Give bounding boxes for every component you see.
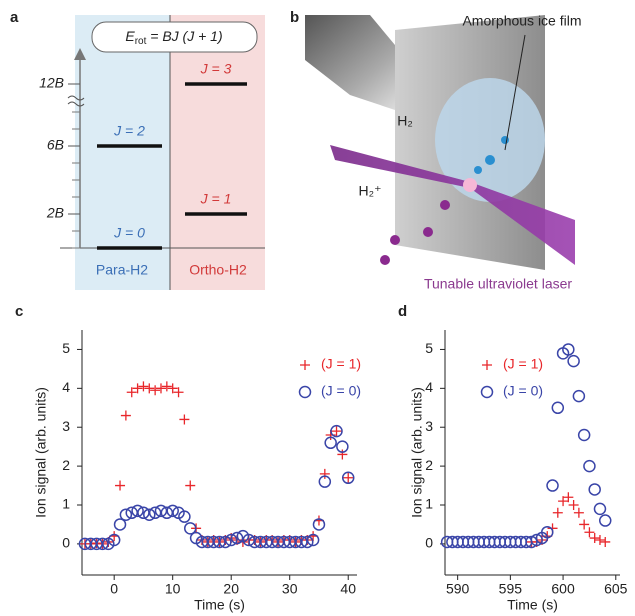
- circle-marker: [600, 515, 611, 526]
- x-tick-label: 600: [551, 581, 575, 597]
- ortho-bg: [170, 15, 265, 290]
- film-label: Amorphous ice film: [462, 13, 581, 29]
- y-tick-label: 6B: [47, 137, 64, 153]
- y-tick-label: 0: [62, 535, 70, 551]
- plus-marker: [162, 381, 172, 391]
- y-axis-label: Ion signal (arb. units): [409, 387, 425, 518]
- y-tick-label: 1: [425, 496, 433, 512]
- plus-marker: [574, 508, 584, 518]
- ion-label: H₂⁺: [359, 183, 382, 199]
- x-tick-label: 40: [340, 581, 356, 597]
- x-tick-label: 595: [499, 581, 523, 597]
- x-tick-label: 20: [223, 581, 239, 597]
- y-tick-label: 12B: [39, 75, 64, 91]
- x-tick-label: 10: [165, 581, 181, 597]
- y-tick-label: 5: [425, 340, 433, 356]
- legend-label: (J = 1): [321, 356, 361, 372]
- figure: Erot = BJ (J + 1) a b Amorphous ice film…: [0, 0, 635, 616]
- x-tick-label: 605: [604, 581, 628, 597]
- y-tick-label: 1: [62, 496, 70, 512]
- legend-label: (J = 1): [503, 356, 543, 372]
- level-label: J = 2: [113, 123, 145, 139]
- panel-label: d: [398, 303, 407, 320]
- circle-marker: [573, 391, 584, 402]
- y-tick-label: 4: [62, 379, 70, 395]
- plus-marker: [579, 519, 589, 529]
- x-tick-label: 30: [282, 581, 298, 597]
- plus-marker: [185, 481, 195, 491]
- plus-marker: [590, 533, 600, 543]
- focus: [463, 178, 477, 192]
- circle-marker: [579, 430, 590, 441]
- x-axis-label: Time (s): [507, 597, 558, 613]
- level-label: J = 0: [113, 225, 145, 241]
- circle-marker: [547, 480, 558, 491]
- y-tick-label: 3: [425, 418, 433, 434]
- y-axis-label: Ion signal (arb. units): [33, 387, 49, 518]
- plus-marker: [584, 527, 594, 537]
- circle-marker: [482, 387, 493, 398]
- legend-label: (J = 0): [321, 383, 361, 399]
- formula-rest: = BJ (J + 1): [146, 28, 222, 44]
- plus-marker: [569, 500, 579, 510]
- y-tick-label: 5: [62, 340, 70, 356]
- plus-marker: [121, 411, 131, 421]
- y-tick-label: 2: [425, 457, 433, 473]
- y-tick-label: 4: [425, 379, 433, 395]
- plus-marker: [179, 414, 189, 424]
- y-tick-label: 3: [62, 418, 70, 434]
- panel-label: c: [15, 303, 23, 320]
- y-tick-label: 2: [62, 457, 70, 473]
- group-title: Ortho-H2: [189, 262, 247, 278]
- circle-marker: [300, 387, 311, 398]
- plus-marker: [300, 360, 310, 370]
- plus-marker: [156, 383, 166, 393]
- circle-marker: [589, 484, 600, 495]
- y-tick-label: 2B: [46, 205, 64, 221]
- circle-marker: [568, 356, 579, 367]
- y-tick-label: 0: [425, 535, 433, 551]
- x-tick-label: 590: [446, 581, 470, 597]
- plus-marker: [138, 381, 148, 391]
- level-label: J = 1: [200, 191, 232, 207]
- panel-label: a: [10, 9, 19, 26]
- plus-marker: [144, 383, 154, 393]
- circle-marker: [552, 402, 563, 413]
- x-axis-label: Time (s): [194, 597, 245, 613]
- level-label: J = 3: [200, 61, 232, 77]
- molecule-label: H₂: [397, 113, 413, 129]
- circle-marker: [584, 461, 595, 472]
- plus-marker: [150, 385, 160, 395]
- plus-marker: [595, 535, 605, 545]
- legend-label: (J = 0): [503, 383, 543, 399]
- plus-marker: [115, 481, 125, 491]
- laser-label: Tunable ultraviolet laser: [424, 276, 572, 292]
- x-tick-label: 0: [110, 581, 118, 597]
- formula-sub: rot: [135, 36, 147, 47]
- plus-marker: [600, 537, 610, 547]
- group-title: Para-H2: [96, 262, 148, 278]
- plus-marker: [482, 360, 492, 370]
- plus-marker: [553, 508, 563, 518]
- circle-marker: [594, 503, 605, 514]
- panel-label: b: [290, 9, 299, 26]
